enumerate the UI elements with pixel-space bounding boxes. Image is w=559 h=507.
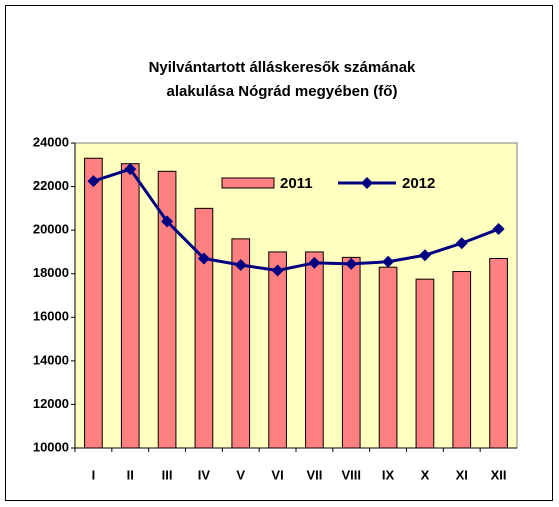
y-tick-label: 22000 [33, 178, 69, 193]
marker [234, 259, 247, 271]
chart-title: alakulása Nógrád megyében (fő) [167, 83, 398, 100]
bar [157, 170, 177, 449]
x-tick-label: X [421, 467, 430, 482]
line [92, 167, 500, 272]
bar [415, 278, 435, 449]
x-tick-label: XII [491, 467, 507, 482]
bar [378, 266, 398, 449]
x-tick-label: VII [306, 467, 322, 482]
marker [308, 256, 321, 269]
x-tick-label: III [162, 467, 173, 482]
y-tick-label: 20000 [33, 222, 69, 237]
marker [161, 215, 174, 228]
x-tick-label: V [236, 467, 245, 482]
bar [194, 207, 214, 449]
marker [345, 257, 358, 270]
x-tick-label: IX [382, 467, 395, 482]
x-tick-label: I [92, 467, 96, 482]
y-tick-label: 16000 [33, 309, 69, 324]
marker [418, 249, 431, 262]
marker [87, 175, 100, 188]
legend-swatch [221, 177, 275, 189]
y-tick-label: 12000 [33, 396, 69, 411]
legend-label: 2011 [280, 175, 313, 192]
marker [197, 252, 210, 265]
marker [455, 237, 468, 250]
marker [271, 264, 284, 277]
legend-label: 2012 [402, 175, 435, 192]
chart-title: Nyilvántartott álláskeresők számának [149, 59, 416, 76]
x-tick-label: VIII [341, 467, 361, 482]
bar [231, 238, 251, 449]
x-tick-label: VI [271, 467, 283, 482]
bar [305, 251, 324, 449]
bar [120, 163, 140, 449]
y-tick-label: 10000 [33, 439, 69, 454]
x-tick-label: II [127, 467, 134, 482]
x-tick-label: XI [456, 467, 468, 482]
y-tick-label: 14000 [33, 352, 69, 367]
y-tick-label: 24000 [33, 134, 69, 149]
marker [492, 223, 505, 236]
bar [452, 271, 472, 449]
marker [382, 255, 395, 268]
marker [124, 163, 137, 176]
legend-marker [361, 177, 373, 189]
y-tick-label: 18000 [33, 265, 69, 280]
x-tick-label: IV [198, 467, 211, 482]
bar [268, 251, 287, 449]
bar [341, 256, 361, 449]
bar [489, 257, 508, 449]
bar [84, 157, 103, 449]
